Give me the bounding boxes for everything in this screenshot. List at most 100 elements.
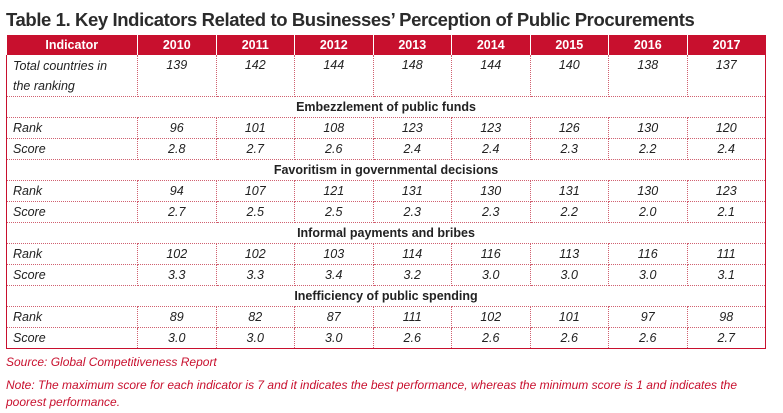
table-cell: 2.7	[687, 327, 766, 349]
table-title: Table 1. Key Indicators Related to Busin…	[6, 9, 695, 30]
table-cell: 3.2	[373, 264, 452, 286]
table-cell: 3.0	[451, 264, 531, 286]
table-cell: 2.6	[530, 327, 609, 349]
header-cell: 2011	[216, 35, 295, 55]
row-label: Score	[6, 327, 138, 349]
table-row-rank: Rank 89 82 87 111 102 101 97 98	[6, 306, 766, 328]
row-label: Score	[6, 264, 138, 286]
table-cell: 2.3	[451, 201, 531, 223]
table-cell: 123	[451, 117, 531, 139]
row-label: Rank	[6, 243, 138, 265]
row-label: Total countries in the ranking	[6, 55, 138, 97]
table-cell: 144	[294, 55, 374, 97]
table-cell: 3.0	[294, 327, 374, 349]
header-row: Indicator 2010 2011 2012 2013 2014 2015 …	[6, 35, 766, 55]
row-label: Rank	[6, 180, 138, 202]
section-header-row: Informal payments and bribes	[6, 222, 766, 244]
table-cell: 2.0	[608, 201, 688, 223]
table-cell: 87	[294, 306, 374, 328]
table-cell: 108	[294, 117, 374, 139]
table-cell: 102	[216, 243, 295, 265]
table-cell: 3.3	[137, 264, 217, 286]
table-cell: 101	[530, 306, 609, 328]
table-cell: 3.0	[608, 264, 688, 286]
table-cell: 2.2	[530, 201, 609, 223]
table-cell: 111	[687, 243, 766, 265]
section-header-row: Embezzlement of public funds	[6, 96, 766, 118]
table-cell: 82	[216, 306, 295, 328]
table-cell: 96	[137, 117, 217, 139]
table-cell: 2.6	[373, 327, 452, 349]
table-cell: 139	[137, 55, 217, 97]
table-row-score: Score 3.0 3.0 3.0 2.6 2.6 2.6 2.6 2.7	[6, 327, 766, 349]
table-cell: 144	[451, 55, 531, 97]
table-cell: 111	[373, 306, 452, 328]
header-cell: 2010	[137, 35, 217, 55]
table-cell: 130	[608, 180, 688, 202]
row-label-line: Total countries in	[13, 59, 108, 73]
header-cell: 2014	[451, 35, 531, 55]
table-cell: 3.1	[687, 264, 766, 286]
table-cell: 2.4	[687, 138, 766, 160]
header-cell: 2012	[294, 35, 374, 55]
table-cell: 102	[451, 306, 531, 328]
table-cell: 116	[608, 243, 688, 265]
table-cell: 94	[137, 180, 217, 202]
table-cell: 121	[294, 180, 374, 202]
table-cell: 131	[530, 180, 609, 202]
table-cell: 3.4	[294, 264, 374, 286]
table-row-total-countries: Total countries in the ranking 139 142 14…	[6, 55, 766, 97]
section-title: Embezzlement of public funds	[6, 96, 766, 118]
table-cell: 130	[451, 180, 531, 202]
table-cell: 3.0	[530, 264, 609, 286]
table-cell: 102	[137, 243, 217, 265]
header-cell: 2017	[687, 35, 766, 55]
header-cell: 2016	[608, 35, 688, 55]
table-cell: 2.7	[216, 138, 295, 160]
table-cell: 3.0	[137, 327, 217, 349]
section-header-row: Inefficiency of public spending	[6, 285, 766, 307]
table-cell: 2.6	[294, 138, 374, 160]
key-indicators-table: Indicator 2010 2011 2012 2013 2014 2015 …	[6, 35, 766, 349]
table-cell: 2.5	[294, 201, 374, 223]
table-cell: 2.3	[373, 201, 452, 223]
table-cell: 2.8	[137, 138, 217, 160]
table-cell: 2.4	[373, 138, 452, 160]
table-cell: 137	[687, 55, 766, 97]
table-cell: 89	[137, 306, 217, 328]
table-cell: 107	[216, 180, 295, 202]
table-cell: 2.7	[137, 201, 217, 223]
table-row-score: Score 3.3 3.3 3.4 3.2 3.0 3.0 3.0 3.1	[6, 264, 766, 286]
section-title: Inefficiency of public spending	[6, 285, 766, 307]
section-header-row: Favoritism in governmental decisions	[6, 159, 766, 181]
table-cell: 120	[687, 117, 766, 139]
table-cell: 103	[294, 243, 374, 265]
table-cell: 3.3	[216, 264, 295, 286]
table-cell: 114	[373, 243, 452, 265]
header-cell: 2013	[373, 35, 452, 55]
table-cell: 138	[608, 55, 688, 97]
header-cell: 2015	[530, 35, 609, 55]
table-cell: 2.3	[530, 138, 609, 160]
table-cell: 2.5	[216, 201, 295, 223]
section-title: Favoritism in governmental decisions	[6, 159, 766, 181]
table-cell: 97	[608, 306, 688, 328]
table-cell: 131	[373, 180, 452, 202]
table-cell: 101	[216, 117, 295, 139]
section-title: Informal payments and bribes	[6, 222, 766, 244]
table-row-rank: Rank 96 101 108 123 123 126 130 120	[6, 117, 766, 139]
table-cell: 2.1	[687, 201, 766, 223]
table-cell: 3.0	[216, 327, 295, 349]
table-cell: 123	[373, 117, 452, 139]
row-label-line: the ranking	[13, 79, 75, 93]
table-cell: 142	[216, 55, 295, 97]
table-cell: 140	[530, 55, 609, 97]
table-cell: 116	[451, 243, 531, 265]
table-cell: 2.6	[608, 327, 688, 349]
table-row-rank: Rank 102 102 103 114 116 113 116 111	[6, 243, 766, 265]
row-label: Rank	[6, 306, 138, 328]
row-label: Score	[6, 201, 138, 223]
table-cell: 2.4	[451, 138, 531, 160]
table-cell: 98	[687, 306, 766, 328]
table-cell: 126	[530, 117, 609, 139]
